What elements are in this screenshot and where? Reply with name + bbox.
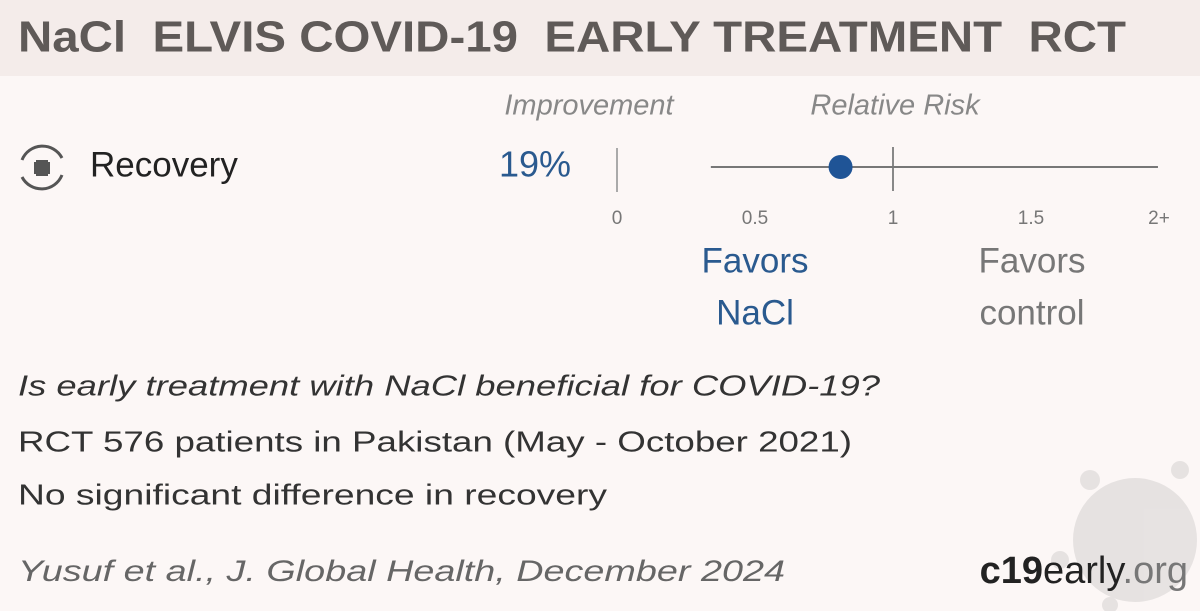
favors-label: NaCl	[716, 293, 794, 332]
point-estimate	[828, 155, 853, 179]
x-tick-label: 1.5	[1018, 208, 1044, 229]
x-tick-label: 0.5	[742, 208, 768, 229]
x-tick-label: 2+	[1148, 208, 1170, 229]
details: RCT 576 patients in Pakistan (May - Octo…	[18, 427, 852, 459]
favors-label: Favors	[979, 241, 1086, 280]
column-header: Improvement	[504, 90, 675, 122]
x-tick-label: 0	[612, 208, 623, 229]
plot: Improvement Relative Risk 0 0.5 1 1.5 2+ Favors…	[90, 90, 1170, 333]
brand-part: c19	[980, 550, 1043, 592]
column-header: Relative Risk	[810, 90, 981, 122]
question: Is early treatment with NaCl beneficial …	[18, 371, 881, 403]
recovery-icon	[20, 144, 64, 191]
title: NaCl ELVIS COVID-19 EARLY TREATMENT RCT	[18, 13, 1126, 62]
brand-part: early	[1043, 550, 1125, 592]
x-tick-label: 1	[888, 208, 899, 229]
brand: c19early.org	[980, 550, 1188, 592]
brand-part: .org	[1123, 550, 1188, 592]
conclusion: No significant difference in recovery	[18, 480, 608, 512]
favors-label: Favors	[702, 241, 809, 280]
citation: Yusuf et al., J. Global Health, December…	[18, 555, 785, 588]
virus-decoration	[1051, 461, 1197, 611]
outcome-label: Recovery	[90, 145, 238, 184]
header-band	[0, 0, 1200, 76]
favors-label: control	[979, 293, 1084, 332]
improvement-label: 19%	[499, 144, 571, 185]
